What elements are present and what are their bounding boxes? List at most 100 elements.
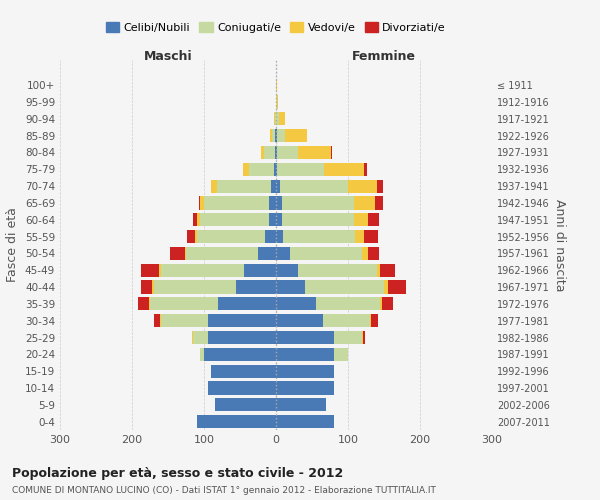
Bar xyxy=(276,264,298,277)
Bar xyxy=(187,230,194,243)
Bar xyxy=(298,146,331,159)
Bar xyxy=(149,298,150,310)
Bar xyxy=(334,348,348,361)
Bar xyxy=(371,314,378,327)
Bar xyxy=(276,382,334,394)
Bar xyxy=(275,129,276,142)
Bar xyxy=(276,213,282,226)
Bar xyxy=(368,213,379,226)
Bar xyxy=(276,247,290,260)
Bar xyxy=(276,112,279,126)
Bar xyxy=(384,280,388,293)
Bar xyxy=(194,230,197,243)
Bar xyxy=(258,247,276,260)
Bar xyxy=(276,398,326,411)
Bar xyxy=(243,163,248,176)
Bar xyxy=(279,112,284,126)
Bar xyxy=(272,129,275,142)
Bar xyxy=(377,264,380,277)
Bar xyxy=(276,96,277,108)
Bar xyxy=(282,196,354,209)
Bar xyxy=(364,230,378,243)
Bar xyxy=(276,415,334,428)
Bar xyxy=(208,331,276,344)
Bar xyxy=(142,280,152,293)
Bar xyxy=(185,247,186,260)
Bar xyxy=(192,331,193,344)
Bar xyxy=(277,129,286,142)
Bar xyxy=(280,180,348,192)
Bar xyxy=(362,247,368,260)
Bar xyxy=(276,331,334,344)
Bar xyxy=(160,264,161,277)
Bar xyxy=(331,146,332,159)
Bar xyxy=(274,163,276,176)
Bar xyxy=(354,196,376,209)
Bar xyxy=(211,364,276,378)
Bar xyxy=(211,180,217,192)
Bar xyxy=(388,280,406,293)
Text: Femmine: Femmine xyxy=(352,50,416,64)
Bar xyxy=(276,364,334,378)
Bar xyxy=(208,382,276,394)
Bar xyxy=(200,196,204,209)
Text: Popolazione per età, sesso e stato civile - 2012: Popolazione per età, sesso e stato civil… xyxy=(12,468,343,480)
Bar xyxy=(269,129,272,142)
Bar xyxy=(154,314,160,327)
Bar xyxy=(364,163,367,176)
Bar xyxy=(348,180,377,192)
Bar xyxy=(276,146,277,159)
Bar xyxy=(215,398,276,411)
Bar xyxy=(170,247,185,260)
Bar xyxy=(186,247,258,260)
Bar xyxy=(152,280,154,293)
Text: Maschi: Maschi xyxy=(143,50,193,64)
Bar xyxy=(204,348,276,361)
Bar xyxy=(283,230,355,243)
Bar xyxy=(218,298,276,310)
Bar xyxy=(275,146,276,159)
Bar xyxy=(269,213,276,226)
Bar xyxy=(286,129,307,142)
Bar xyxy=(277,146,298,159)
Bar xyxy=(197,230,265,243)
Bar xyxy=(142,264,160,277)
Bar xyxy=(261,146,265,159)
Bar xyxy=(197,415,276,428)
Bar xyxy=(354,213,368,226)
Bar xyxy=(290,247,362,260)
Bar xyxy=(282,213,354,226)
Bar xyxy=(277,96,278,108)
Bar xyxy=(305,280,384,293)
Bar xyxy=(244,264,276,277)
Bar xyxy=(161,264,244,277)
Bar xyxy=(363,331,365,344)
Bar xyxy=(276,163,277,176)
Bar xyxy=(370,314,371,327)
Bar xyxy=(150,298,218,310)
Bar xyxy=(376,196,383,209)
Bar xyxy=(161,314,208,327)
Bar xyxy=(324,163,364,176)
Bar xyxy=(276,129,277,142)
Bar xyxy=(160,314,161,327)
Bar xyxy=(199,196,200,209)
Bar xyxy=(362,331,363,344)
Bar xyxy=(276,230,283,243)
Text: COMUNE DI MONTANO LUCINO (CO) - Dati ISTAT 1° gennaio 2012 - Elaborazione TUTTIT: COMUNE DI MONTANO LUCINO (CO) - Dati IST… xyxy=(12,486,436,495)
Bar xyxy=(275,112,276,126)
Bar xyxy=(368,247,379,260)
Bar xyxy=(154,280,236,293)
Bar xyxy=(200,213,269,226)
Bar xyxy=(316,298,380,310)
Bar xyxy=(193,213,197,226)
Bar xyxy=(276,196,282,209)
Y-axis label: Fasce di età: Fasce di età xyxy=(7,208,19,282)
Bar xyxy=(380,298,382,310)
Bar xyxy=(323,314,370,327)
Bar xyxy=(265,146,275,159)
Bar xyxy=(197,213,200,226)
Bar xyxy=(377,180,383,192)
Bar xyxy=(276,280,305,293)
Bar xyxy=(204,196,269,209)
